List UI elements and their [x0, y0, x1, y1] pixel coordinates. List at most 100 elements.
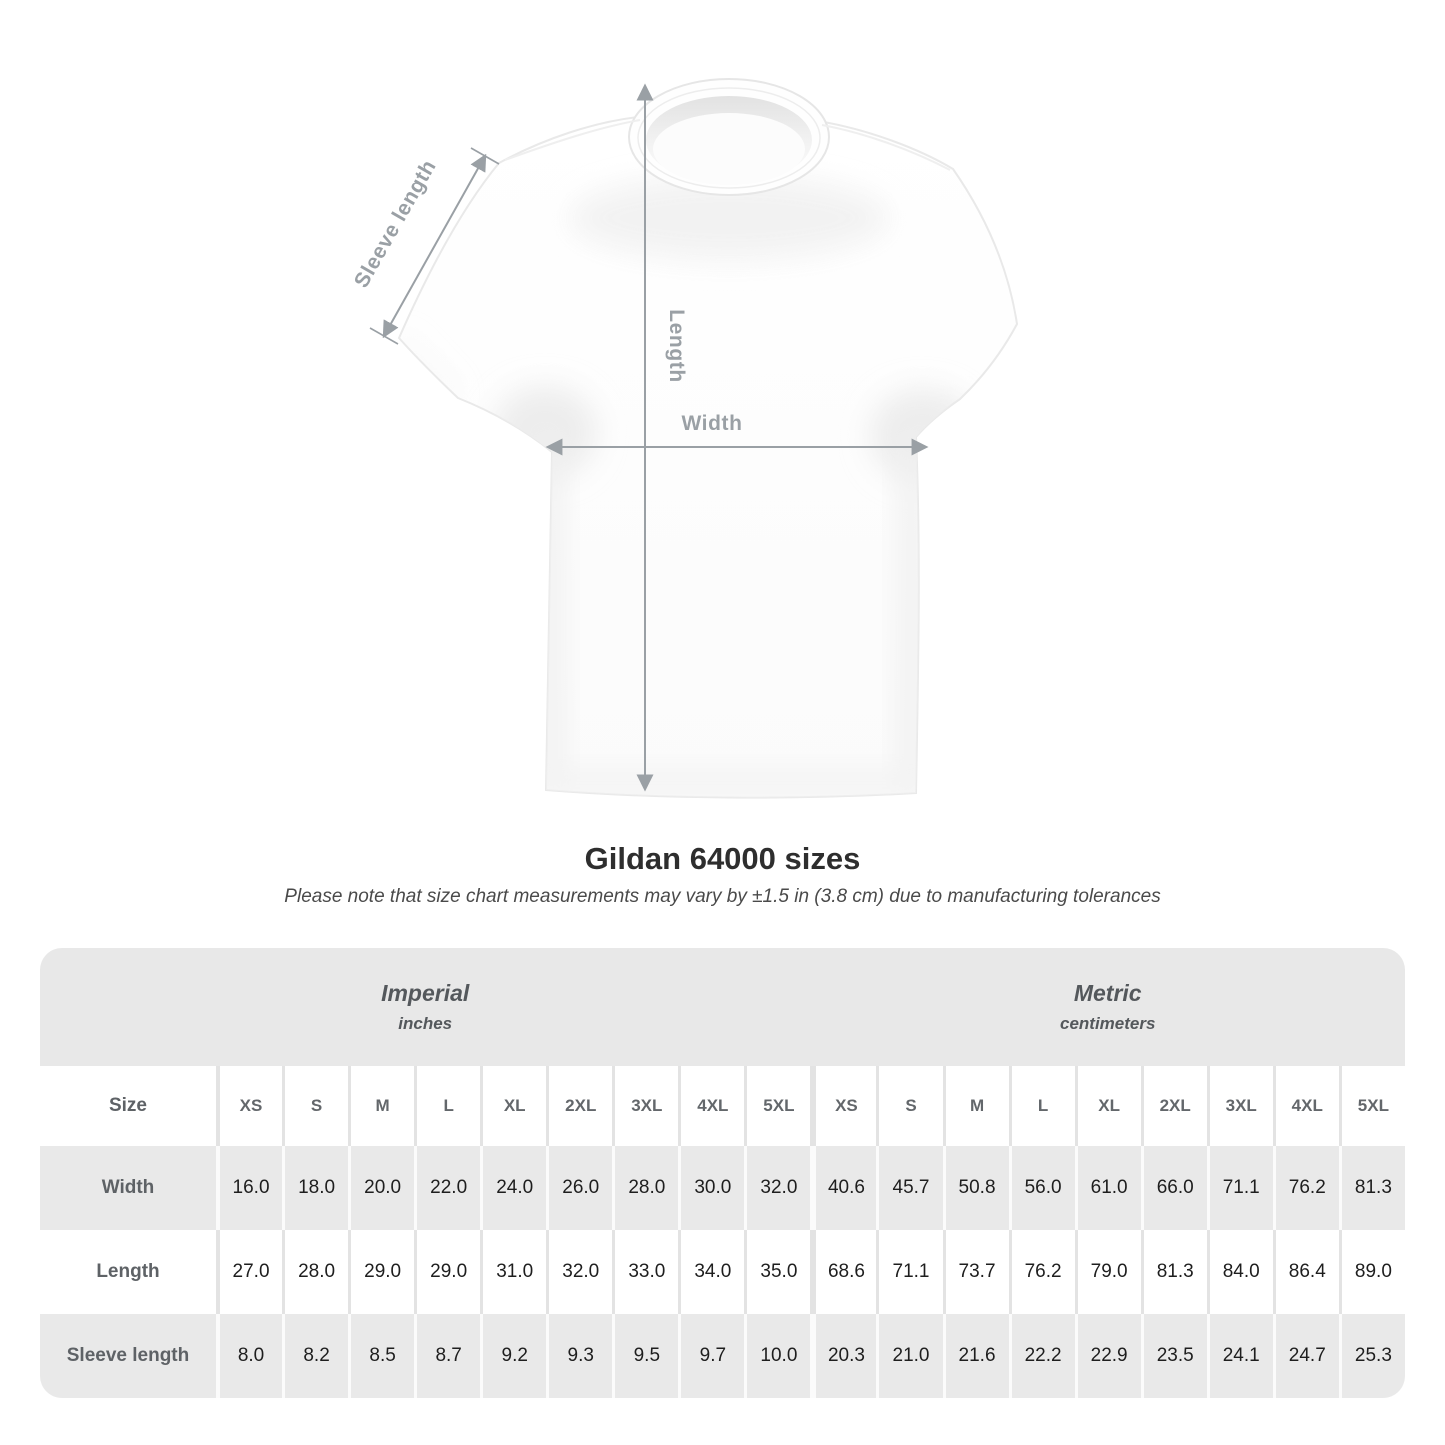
value-metric-sleeve-length-xs: 20.3 [810, 1314, 877, 1398]
value-metric-sleeve-length-m: 21.6 [942, 1314, 1009, 1398]
value-imperial-sleeve-length-5xl: 10.0 [744, 1314, 811, 1398]
row-label-length: Length [40, 1230, 216, 1314]
size-header-metric-5xl: 5XL [1338, 1066, 1405, 1146]
value-imperial-sleeve-length-l: 8.7 [414, 1314, 481, 1398]
size-header-imperial-2xl: 2XL [546, 1066, 613, 1146]
value-metric-width-xl: 61.0 [1074, 1146, 1141, 1230]
length-label: Length [665, 309, 688, 383]
value-metric-width-xs: 40.6 [810, 1146, 877, 1230]
row-label-width: Width [40, 1146, 216, 1230]
value-imperial-width-5xl: 32.0 [744, 1146, 811, 1230]
size-table-body: Width 16.0 18.0 20.0 22.0 24.0 26.0 28.0 30.0 32.… [40, 1146, 1405, 1398]
value-imperial-sleeve-length-m: 8.5 [348, 1314, 415, 1398]
value-imperial-sleeve-length-4xl: 9.7 [678, 1314, 745, 1398]
page-subtitle: Please note that size chart measurements… [284, 886, 1161, 907]
value-imperial-width-2xl: 26.0 [546, 1146, 613, 1230]
caption-block: Gildan 64000 sizes Please note that size… [0, 840, 1445, 908]
value-imperial-width-l: 22.0 [414, 1146, 481, 1230]
value-imperial-length-4xl: 34.0 [678, 1230, 745, 1314]
value-imperial-width-m: 20.0 [348, 1146, 415, 1230]
value-metric-sleeve-length-3xl: 24.1 [1206, 1314, 1273, 1398]
size-header-metric-4xl: 4XL [1272, 1066, 1339, 1146]
measurement-row-width: Width 16.0 18.0 20.0 22.0 24.0 26.0 28.0 30.0 32.… [40, 1146, 1405, 1230]
size-header-metric-m: M [942, 1066, 1009, 1146]
row-label-sleeve-length: Sleeve length [40, 1314, 216, 1398]
size-header-metric-l: L [1008, 1066, 1075, 1146]
measurement-row-length: Length 27.0 28.0 29.0 29.0 31.0 32.0 33.0 34.0 35… [40, 1230, 1405, 1314]
value-imperial-length-m: 29.0 [348, 1230, 415, 1314]
value-metric-length-m: 73.7 [942, 1230, 1009, 1314]
value-metric-length-2xl: 81.3 [1140, 1230, 1207, 1314]
value-metric-sleeve-length-l: 22.2 [1008, 1314, 1075, 1398]
tshirt-illustration: Sleeve length Length Width [350, 78, 1019, 799]
value-imperial-sleeve-length-xs: 8.0 [216, 1314, 283, 1398]
value-imperial-length-5xl: 35.0 [744, 1230, 811, 1314]
units-header-row: Imperial inches Metric centimeters [40, 948, 1405, 1066]
size-header-metric-3xl: 3XL [1206, 1066, 1273, 1146]
value-imperial-length-xs: 27.0 [216, 1230, 283, 1314]
size-header-imperial-xs: XS [216, 1066, 283, 1146]
metric-section-header: Metric centimeters [810, 948, 1405, 1066]
size-header-imperial-4xl: 4XL [678, 1066, 745, 1146]
value-metric-length-xs: 68.6 [810, 1230, 877, 1314]
value-imperial-length-l: 29.0 [414, 1230, 481, 1314]
value-imperial-width-s: 18.0 [282, 1146, 349, 1230]
size-header-imperial-m: M [348, 1066, 415, 1146]
value-metric-width-4xl: 76.2 [1272, 1146, 1339, 1230]
size-header-row: Size XS S M L XL 2XL 3XL 4XL 5XL XS S M L XL 2XL 3XL 4XL 5… [40, 1066, 1405, 1146]
tshirt-measurement-diagram: Sleeve length Length Width [350, 78, 1019, 799]
metric-label: Metric [1073, 980, 1142, 1006]
sleeve-arrow-end-tick [369, 327, 399, 345]
size-header-metric-xs: XS [810, 1066, 877, 1146]
value-imperial-sleeve-length-3xl: 9.5 [612, 1314, 679, 1398]
value-imperial-width-xl: 24.0 [480, 1146, 547, 1230]
value-imperial-length-3xl: 33.0 [612, 1230, 679, 1314]
value-imperial-length-xl: 31.0 [480, 1230, 547, 1314]
page-title: Gildan 64000 sizes [584, 841, 861, 876]
value-metric-sleeve-length-s: 21.0 [876, 1314, 943, 1398]
value-metric-length-xl: 79.0 [1074, 1230, 1141, 1314]
value-metric-sleeve-length-5xl: 25.3 [1338, 1314, 1405, 1398]
sleeve-arrow-start-tick [470, 147, 500, 165]
measurement-row-sleeve-length: Sleeve length 8.0 8.2 8.5 8.7 9.2 9.3 9.5 9.7 10.… [40, 1314, 1405, 1398]
tshirt-collar [628, 78, 830, 196]
value-metric-width-l: 56.0 [1008, 1146, 1075, 1230]
value-metric-length-4xl: 86.4 [1272, 1230, 1339, 1314]
value-imperial-sleeve-length-xl: 9.2 [480, 1314, 547, 1398]
size-header-metric-2xl: 2XL [1140, 1066, 1207, 1146]
size-header-imperial-5xl: 5XL [744, 1066, 811, 1146]
value-imperial-width-4xl: 30.0 [678, 1146, 745, 1230]
imperial-section-header: Imperial inches [40, 948, 811, 1066]
right-shoulder-seam [821, 124, 951, 171]
size-header-imperial-3xl: 3XL [612, 1066, 679, 1146]
value-metric-width-s: 45.7 [876, 1146, 943, 1230]
metric-unit: centimeters [1059, 1014, 1156, 1033]
value-metric-width-2xl: 66.0 [1140, 1146, 1207, 1230]
value-metric-length-s: 71.1 [876, 1230, 943, 1314]
size-header-imperial-xl: XL [480, 1066, 547, 1146]
size-column-header: Size [40, 1066, 216, 1146]
value-imperial-length-2xl: 32.0 [546, 1230, 613, 1314]
sleeve-length-label: Sleeve length [350, 156, 441, 292]
size-header-imperial-l: L [414, 1066, 481, 1146]
value-metric-sleeve-length-4xl: 24.7 [1272, 1314, 1339, 1398]
value-imperial-sleeve-length-2xl: 9.3 [546, 1314, 613, 1398]
imperial-label: Imperial [381, 980, 470, 1006]
value-metric-width-5xl: 81.3 [1338, 1146, 1405, 1230]
size-header-metric-xl: XL [1074, 1066, 1141, 1146]
value-imperial-sleeve-length-s: 8.2 [282, 1314, 349, 1398]
value-metric-length-l: 76.2 [1008, 1230, 1075, 1314]
width-label: Width [681, 412, 742, 435]
size-header-metric-s: S [876, 1066, 943, 1146]
value-metric-width-m: 50.8 [942, 1146, 1009, 1230]
value-metric-width-3xl: 71.1 [1206, 1146, 1273, 1230]
value-metric-length-5xl: 89.0 [1338, 1230, 1405, 1314]
value-imperial-length-s: 28.0 [282, 1230, 349, 1314]
value-metric-length-3xl: 84.0 [1206, 1230, 1273, 1314]
imperial-unit: inches [398, 1014, 453, 1033]
size-header-imperial-s: S [282, 1066, 349, 1146]
value-metric-sleeve-length-xl: 22.9 [1074, 1314, 1141, 1398]
value-metric-sleeve-length-2xl: 23.5 [1140, 1314, 1207, 1398]
sleeve-length-arrow [382, 153, 487, 339]
left-shoulder-seam [504, 119, 641, 161]
